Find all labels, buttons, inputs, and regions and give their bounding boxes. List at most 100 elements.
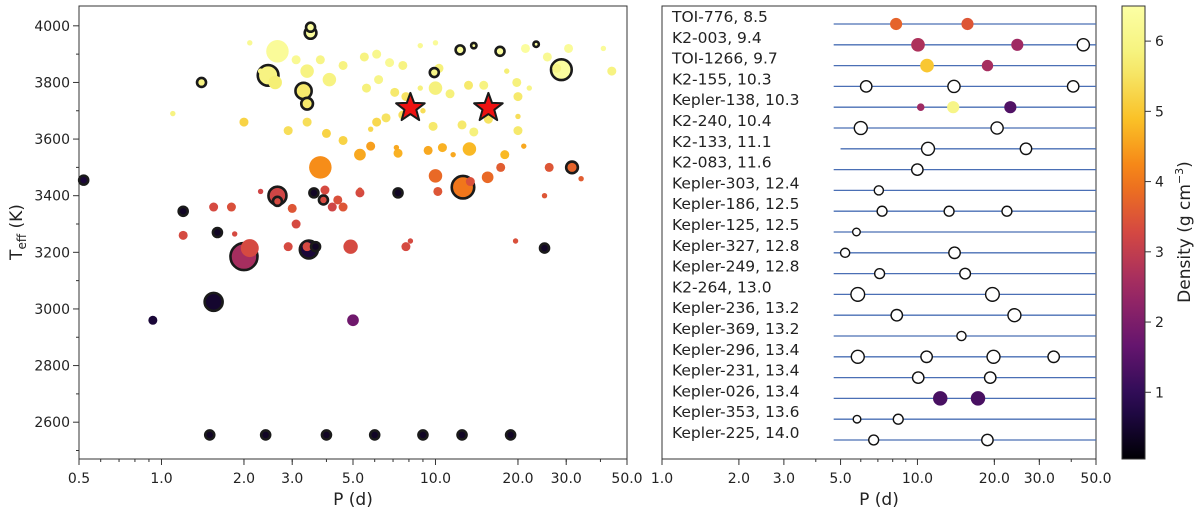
- planet-point: [496, 162, 506, 172]
- planet-point: [398, 60, 408, 70]
- system-planet: [943, 205, 955, 217]
- y-label-unit: (K): [7, 204, 27, 234]
- planet-point: [283, 126, 293, 136]
- planet-point: [479, 80, 489, 90]
- planet-point: [268, 75, 282, 90]
- system-planet: [961, 17, 974, 31]
- system-label: Kepler-303, 12.4: [672, 174, 800, 192]
- system-planet: [873, 267, 886, 280]
- system-label: K2-133, 11.1: [672, 133, 772, 151]
- colorbar-ticks: 1 2 3 4 5 6: [1145, 34, 1164, 401]
- planet-point: [320, 429, 333, 441]
- planet-point: [309, 240, 322, 253]
- colorbar-tick-label: 4: [1155, 175, 1164, 191]
- planet-point: [433, 186, 443, 196]
- planet-point: [231, 231, 238, 237]
- left-x-tick-label: 50.0: [611, 471, 642, 487]
- left-y-tick-label: 3000: [34, 302, 70, 318]
- planet-point: [374, 75, 384, 85]
- planet-point: [564, 160, 580, 175]
- system-planet: [970, 391, 986, 406]
- colorbar-tick-label: 6: [1155, 34, 1164, 50]
- planet-point: [368, 429, 381, 441]
- system-row: Kepler-231, 13.4: [672, 362, 1096, 384]
- system-row: Kepler-369, 13.2: [672, 320, 1096, 342]
- system-row: Kepler-327, 12.8: [672, 237, 1096, 260]
- system-row: K2-264, 13.0: [672, 278, 1096, 302]
- y-label-sub: eff: [15, 233, 29, 249]
- system-planet: [947, 79, 961, 94]
- planet-point: [494, 45, 506, 58]
- right-x-label: P (d): [859, 490, 899, 510]
- system-planet: [851, 227, 861, 237]
- colorbar-label-exp: −3: [1173, 168, 1186, 184]
- system-planet: [911, 37, 925, 52]
- planet-point: [287, 203, 297, 213]
- system-planet: [990, 121, 1004, 135]
- system-row: K2-083, 11.6: [672, 154, 1096, 177]
- planet-point: [450, 151, 456, 158]
- system-row: Kepler-353, 13.6: [672, 403, 1096, 425]
- planet-point: [432, 40, 439, 46]
- right-x-axis: 1.0 2.0 3.0 5.0 10.0 20.0 30.0 50.0: [651, 459, 1112, 487]
- planet-point: [462, 142, 477, 156]
- planet-point: [381, 113, 391, 123]
- planet-point: [437, 143, 447, 153]
- planet-point: [483, 114, 493, 124]
- planet-point: [291, 219, 301, 229]
- system-planet: [984, 286, 1000, 302]
- right-x-tick-label: 10.0: [902, 471, 933, 487]
- left-x-tick-label: 2.0: [233, 471, 255, 487]
- planet-point: [283, 242, 293, 252]
- planet-point: [302, 117, 312, 127]
- planet-point: [538, 242, 551, 254]
- planet-point: [357, 187, 363, 193]
- left-y-tick-label: 3800: [34, 75, 70, 91]
- system-row: Kepler-125, 12.5: [672, 216, 1096, 237]
- planet-point: [417, 429, 429, 441]
- planet-point: [148, 315, 158, 325]
- system-label: TOI-776, 8.5: [671, 8, 768, 26]
- colorbar-label: Density (g cm−3): [1173, 161, 1195, 303]
- planet-point: [354, 148, 366, 161]
- planet-point: [259, 429, 272, 441]
- planet-point: [417, 42, 423, 49]
- colorbar-tick-label: 3: [1155, 245, 1164, 261]
- system-planet: [910, 163, 924, 177]
- system-label: Kepler-327, 12.8: [672, 237, 800, 255]
- planet-point: [513, 92, 523, 102]
- planet-point: [239, 117, 249, 127]
- system-planet: [981, 59, 994, 72]
- system-label: Kepler-296, 13.4: [672, 341, 800, 359]
- system-planet: [1004, 101, 1017, 114]
- system-planet: [986, 349, 1001, 364]
- planet-point: [361, 83, 371, 93]
- system-row: K2-003, 9.4: [672, 29, 1096, 52]
- planet-point: [366, 141, 376, 151]
- system-planet: [920, 141, 936, 156]
- system-planet: [890, 308, 904, 322]
- star-marker: [395, 91, 426, 122]
- system-row: Kepler-026, 13.4: [672, 382, 1096, 406]
- colorbar: 1 2 3 4 5 6 Density (g cm−3): [1121, 5, 1195, 460]
- planet-point: [428, 121, 438, 131]
- system-planet: [1047, 350, 1061, 364]
- planet-point: [607, 66, 617, 76]
- planet-point: [291, 55, 301, 65]
- system-row: Kepler-186, 12.5: [672, 195, 1096, 217]
- planet-point: [338, 135, 348, 145]
- left-x-tick-label: 3.0: [281, 471, 303, 487]
- system-planet: [850, 286, 866, 302]
- planet-point: [520, 43, 530, 53]
- planet-point: [320, 185, 330, 195]
- planet-point: [322, 72, 337, 87]
- planet-point: [469, 41, 478, 50]
- system-planet: [947, 101, 960, 114]
- left-x-tick-label: 5.0: [342, 471, 364, 487]
- left-y-tick-label: 2800: [34, 359, 70, 375]
- planet-point: [532, 40, 541, 49]
- planet-point: [564, 43, 574, 53]
- planet-point: [347, 314, 359, 327]
- planet-point: [526, 85, 533, 91]
- planet-point: [407, 238, 414, 244]
